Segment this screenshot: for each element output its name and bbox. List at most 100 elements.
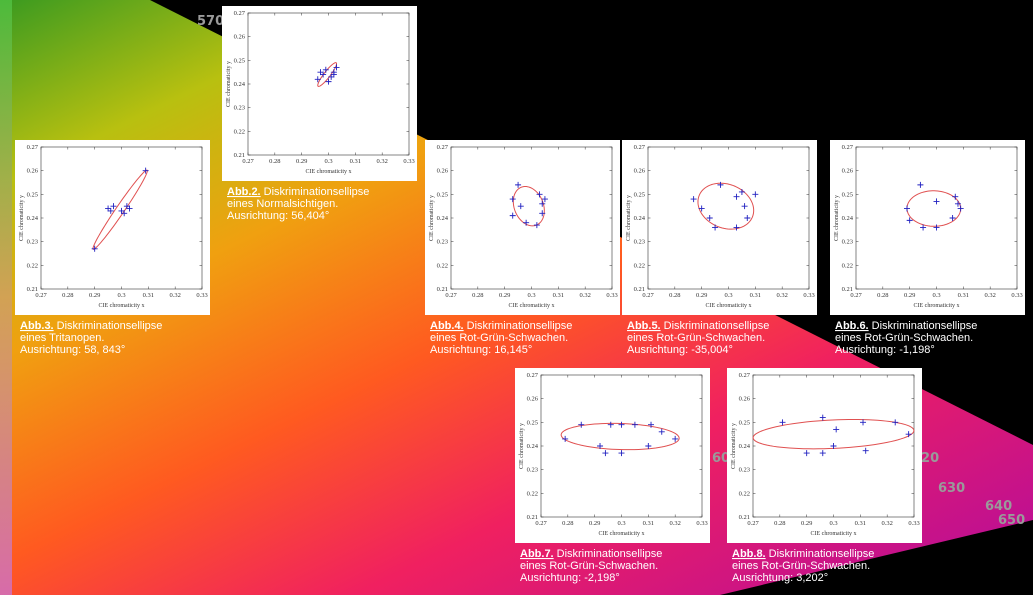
- caption-line: Ausrichtung: 3,202°: [732, 572, 828, 584]
- x-tick-label: 0.31: [350, 158, 361, 165]
- x-tick-label: 0.31: [750, 292, 761, 299]
- caption-line: Ausrichtung: -1,198°: [835, 344, 935, 356]
- screen: 570600620630640650 0.270.280.290.30.310.…: [0, 0, 1033, 595]
- y-tick-label: 0.24: [437, 215, 449, 222]
- y-tick-label: 0.22: [842, 262, 853, 269]
- x-tick-label: 0.27: [642, 292, 654, 299]
- y-axis-label: CIE chromaticity y: [731, 423, 737, 469]
- y-tick-label: 0.27: [437, 144, 449, 151]
- caption-line: Diskriminationsellipse: [872, 320, 978, 332]
- y-tick-label: 0.27: [27, 144, 39, 151]
- y-tick-label: 0.24: [527, 443, 539, 450]
- x-tick-label: 0.33: [803, 292, 814, 299]
- x-tick-label: 0.27: [445, 292, 457, 299]
- y-tick-label: 0.21: [437, 286, 448, 293]
- y-axis-label: CIE chromaticity y: [19, 195, 25, 241]
- caption-line: Ausrichtung: -35,004°: [627, 344, 733, 356]
- y-tick-label: 0.21: [842, 286, 853, 293]
- wavelength-label: 570: [197, 14, 224, 29]
- caption-line: eines Rot-Grün-Schwachen.: [430, 332, 568, 344]
- y-tick-label: 0.26: [234, 34, 246, 41]
- x-tick-label: 0.32: [881, 520, 892, 527]
- x-tick-label: 0.3: [527, 292, 535, 299]
- x-tick-label: 0.27: [535, 520, 547, 527]
- y-tick-label: 0.25: [27, 191, 38, 198]
- y-tick-label: 0.21: [739, 514, 750, 521]
- x-tick-label: 0.32: [776, 292, 787, 299]
- y-tick-label: 0.25: [739, 419, 750, 426]
- caption-label: Abb.5.: [627, 320, 661, 332]
- x-tick-label: 0.28: [472, 292, 483, 299]
- y-tick-label: 0.21: [27, 286, 38, 293]
- x-tick-label: 0.33: [403, 158, 414, 165]
- caption-line: Ausrichtung: -2,198°: [520, 572, 620, 584]
- y-tick-label: 0.23: [437, 239, 448, 246]
- x-tick-label: 0.31: [553, 292, 564, 299]
- y-tick-label: 0.26: [527, 396, 539, 403]
- y-tick-label: 0.27: [634, 144, 646, 151]
- x-axis-label: CIE chromaticity x: [811, 531, 857, 537]
- x-tick-label: 0.32: [579, 292, 590, 299]
- y-axis-label: CIE chromaticity y: [626, 195, 632, 241]
- y-tick-label: 0.21: [234, 152, 245, 159]
- x-tick-label: 0.33: [196, 292, 207, 299]
- x-tick-label: 0.29: [499, 292, 510, 299]
- y-tick-label: 0.27: [842, 144, 854, 151]
- x-tick-label: 0.3: [117, 292, 125, 299]
- y-tick-label: 0.25: [842, 191, 853, 198]
- y-tick-label: 0.25: [527, 419, 538, 426]
- x-tick-label: 0.31: [643, 520, 654, 527]
- x-axis-label: CIE chromaticity x: [306, 169, 352, 175]
- caption-line: Ausrichtung: 56,404°: [227, 210, 329, 222]
- y-tick-label: 0.22: [739, 490, 750, 497]
- y-tick-label: 0.26: [437, 168, 449, 175]
- caption-label: Abb.4.: [430, 320, 464, 332]
- x-tick-label: 0.27: [242, 158, 254, 165]
- y-tick-label: 0.24: [27, 215, 39, 222]
- y-axis-label: CIE chromaticity y: [429, 195, 435, 241]
- x-tick-label: 0.28: [562, 520, 573, 527]
- x-tick-label: 0.33: [1011, 292, 1022, 299]
- x-axis-label: CIE chromaticity x: [706, 303, 752, 309]
- y-axis-label: CIE chromaticity y: [519, 423, 525, 469]
- y-tick-label: 0.22: [634, 262, 645, 269]
- y-tick-label: 0.23: [842, 239, 853, 246]
- caption-line: eines Rot-Grün-Schwachen.: [835, 332, 973, 344]
- caption-line: Diskriminationsellipse: [57, 320, 163, 332]
- x-tick-label: 0.28: [774, 520, 785, 527]
- x-tick-label: 0.28: [669, 292, 680, 299]
- y-tick-label: 0.22: [437, 262, 448, 269]
- caption-line: eines Tritanopen.: [20, 332, 104, 344]
- y-tick-label: 0.22: [27, 262, 38, 269]
- x-tick-label: 0.29: [589, 520, 600, 527]
- y-tick-label: 0.22: [527, 490, 538, 497]
- x-tick-label: 0.28: [877, 292, 888, 299]
- caption-line: eines Rot-Grün-Schwachen.: [520, 560, 658, 572]
- y-axis-label: CIE chromaticity y: [226, 61, 232, 107]
- x-axis-label: CIE chromaticity x: [914, 303, 960, 309]
- caption-label: Abb.3.: [20, 320, 54, 332]
- y-tick-label: 0.24: [842, 215, 854, 222]
- caption-line: Diskriminationsellipse: [467, 320, 573, 332]
- y-tick-label: 0.23: [234, 105, 245, 112]
- caption-line: Ausrichtung: 16,145°: [430, 344, 532, 356]
- y-tick-label: 0.22: [234, 128, 245, 135]
- wavelength-label: 630: [938, 481, 965, 496]
- y-tick-label: 0.23: [634, 239, 645, 246]
- y-tick-label: 0.24: [739, 443, 751, 450]
- x-axis-label: CIE chromaticity x: [599, 531, 645, 537]
- x-tick-label: 0.3: [932, 292, 940, 299]
- y-tick-label: 0.21: [634, 286, 645, 293]
- y-tick-label: 0.26: [27, 168, 39, 175]
- x-axis-label: CIE chromaticity x: [509, 303, 555, 309]
- x-tick-label: 0.3: [829, 520, 837, 527]
- y-tick-label: 0.27: [739, 372, 751, 379]
- y-tick-label: 0.24: [634, 215, 646, 222]
- x-tick-label: 0.31: [958, 292, 969, 299]
- x-tick-label: 0.29: [89, 292, 100, 299]
- x-tick-label: 0.3: [617, 520, 625, 527]
- x-tick-label: 0.29: [801, 520, 812, 527]
- x-tick-label: 0.27: [747, 520, 759, 527]
- x-tick-label: 0.33: [696, 520, 707, 527]
- x-tick-label: 0.3: [324, 158, 332, 165]
